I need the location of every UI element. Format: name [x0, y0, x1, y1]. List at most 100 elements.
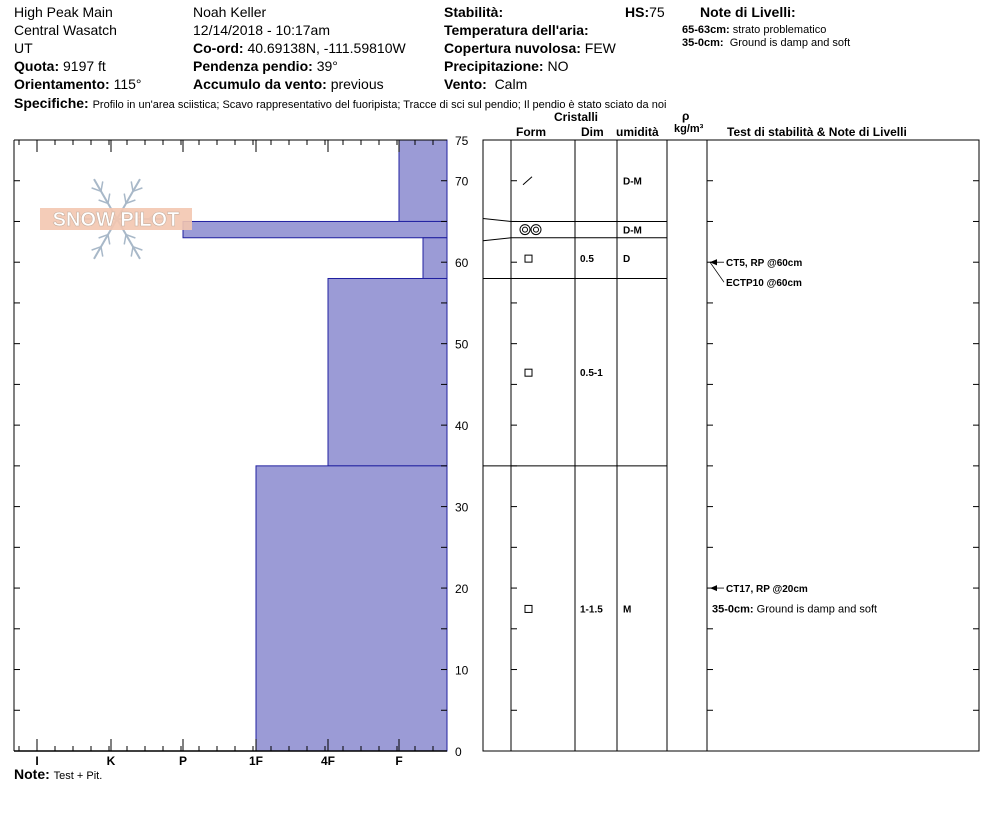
faceted-crystals-icon — [524, 604, 533, 613]
hardness-bar — [422, 237, 448, 279]
wind-load-label: Accumulo da vento: — [193, 76, 327, 92]
melt-forms-icon — [519, 224, 531, 236]
faceted-crystals-icon — [524, 368, 533, 377]
faceted-crystals-icon — [524, 254, 533, 263]
snowflake-icon — [125, 199, 136, 205]
hardness-bar — [327, 277, 448, 467]
precip-label: Precipitazione: — [444, 58, 544, 74]
dim-header: Dim — [581, 125, 604, 139]
aspect-value: 115° — [113, 76, 142, 92]
moisture-header: umidità — [616, 125, 659, 139]
snowflake-icon — [98, 233, 109, 239]
layer-dim: 0.5-1 — [580, 368, 603, 379]
coord-value: 40.69138N, -111.59810W — [247, 40, 406, 56]
aspect-label: Orientamento: — [14, 76, 110, 92]
layer-boundary-connector — [482, 237, 512, 242]
slope-label: Pendenza pendio: — [193, 58, 313, 74]
snowflake-icon — [132, 187, 143, 192]
datetime: 12/14/2018 - 10:17am — [193, 22, 330, 38]
specifics: Specifiche: Profilo in un'area sciistica… — [14, 95, 666, 112]
snowflake-icon — [98, 199, 109, 205]
stability-test-label: CT5, RP @60cm — [726, 258, 802, 269]
stability-notes-header: Test di stabilità & Note di Livelli — [727, 125, 907, 139]
slope-value: 39° — [316, 58, 338, 74]
snowflake-icon — [123, 193, 127, 204]
layer-note-2: 35-0cm: Ground is damp and soft — [682, 37, 850, 50]
snowpilot-logo — [40, 178, 192, 260]
precip-value: NO — [547, 58, 569, 74]
snowflake-icon — [130, 246, 134, 257]
rho-header: ρ — [682, 109, 690, 123]
x-tick-label: I — [35, 754, 38, 768]
hs-value: 75 — [649, 4, 665, 20]
snowflake-icon — [91, 187, 102, 192]
density-unit-header: kg/m³ — [674, 123, 704, 135]
precipitation: Precipitazione: NO — [444, 58, 568, 74]
layer-note-inline-range: 35-0cm: — [712, 603, 757, 615]
hs-label: HS: — [625, 4, 650, 20]
snowflake-icon — [91, 246, 102, 251]
y-tick-label: 30 — [455, 501, 469, 515]
slope: Pendenza pendio: 39° — [193, 58, 338, 74]
stability-test-arrow — [709, 261, 725, 283]
snowflake-icon — [100, 246, 104, 257]
coordinates: Co-ord: 40.69138N, -111.59810W — [193, 40, 406, 56]
specifics-value: Profilo in un'area sciistica; Scavo rapp… — [92, 99, 667, 111]
layer-note-1-range: 65-63cm: — [682, 24, 730, 36]
layer-note-2-text: Ground is damp and soft — [729, 37, 851, 49]
hardness-bar — [398, 139, 448, 222]
wind-loading: Accumulo da vento: previous — [193, 76, 384, 92]
layer-note-inline: 35-0cm: Ground is damp and soft — [712, 603, 877, 615]
snowflake-icon — [130, 181, 134, 192]
elevation-value: 9197 ft — [63, 58, 106, 74]
hardness-bar — [182, 220, 448, 239]
wind: Vento: Calm — [444, 76, 527, 92]
observer: Noah Keller — [193, 4, 267, 20]
snowflake-icon — [107, 234, 111, 245]
arrow-head-icon — [710, 259, 717, 266]
arrow-head-icon — [710, 585, 717, 592]
specifics-label: Specifiche: — [14, 95, 89, 111]
location: High Peak Main — [14, 4, 113, 20]
layer-moisture: D-M — [623, 177, 642, 188]
melt-forms-icon — [533, 226, 539, 233]
form-header: Form — [516, 125, 546, 139]
sky-value: FEW — [584, 40, 616, 56]
layer-note-inline-text: Ground is damp and soft — [757, 603, 877, 615]
snow-height: HS:75 — [625, 4, 665, 20]
x-tick-label: 4F — [321, 754, 335, 768]
mountain-range: Central Wasatch — [14, 22, 117, 38]
layer-table-frame — [482, 139, 980, 752]
footer-note: Note: Test + Pit. — [14, 766, 102, 783]
snowflake-icon — [107, 193, 111, 204]
layer-moisture: D — [623, 254, 630, 265]
y-tick-label: 60 — [455, 256, 469, 270]
y-tick-label: 40 — [455, 419, 469, 433]
y-tick-label: 10 — [455, 664, 469, 678]
melt-forms-icon — [530, 224, 542, 236]
state: UT — [14, 40, 33, 56]
x-tick-label: 1F — [249, 754, 263, 768]
snowflake-icon — [100, 181, 104, 192]
logo-text: SNOW PILOT — [53, 209, 180, 231]
layer-dim: 0.5 — [580, 254, 594, 265]
layer-dim: 1-1.5 — [580, 604, 603, 615]
logo-band — [40, 208, 192, 230]
layer-boundary-connector — [482, 217, 512, 222]
melt-forms-icon — [522, 226, 528, 233]
elevation-label: Quota: — [14, 58, 60, 74]
aspect: Orientamento: 115° — [14, 76, 142, 92]
x-tick-label: F — [395, 754, 402, 768]
layer-moisture: D-M — [623, 226, 642, 237]
sky-label: Copertura nuvolosa: — [444, 40, 581, 56]
y-tick-label: 75 — [455, 134, 469, 148]
snowflake-icon — [125, 233, 136, 239]
hardness-bar — [255, 465, 448, 752]
coord-label: Co-ord: — [193, 40, 244, 56]
stability-label: Stabilità: — [444, 4, 504, 20]
note-value: Test + Pit. — [53, 770, 103, 782]
layer-moisture: M — [623, 604, 631, 615]
elevation: Quota: 9197 ft — [14, 58, 106, 74]
stability-test-label: CT17, RP @20cm — [726, 584, 808, 595]
